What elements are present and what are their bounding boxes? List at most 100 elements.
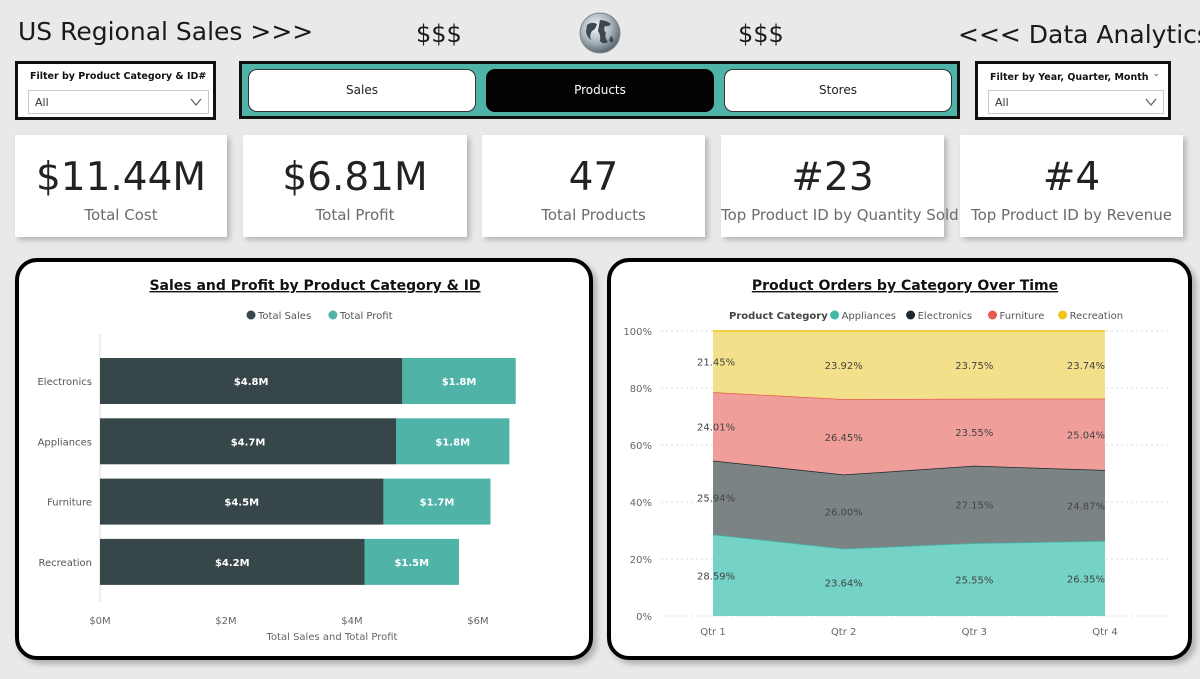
bar-segment: [100, 418, 397, 465]
dashboard-title: US Regional Sales >>>: [18, 17, 314, 46]
category-label: Electronics: [37, 377, 92, 388]
nav-sales-button[interactable]: Sales: [248, 69, 476, 112]
legend-label: Total Profit: [339, 311, 393, 322]
dollar-signs-left: $$$: [416, 20, 462, 48]
kpi-label: Top Product ID by Revenue: [970, 206, 1173, 224]
globe-icon: [579, 12, 621, 54]
area-series-recreation: [713, 331, 1105, 400]
legend-marker: [830, 310, 840, 320]
legend-marker: [246, 310, 256, 320]
orders-area-chart: Product Orders by Category Over Time Prod…: [623, 278, 1171, 638]
data-label: 23.64%: [825, 578, 863, 589]
bar-segment: [100, 358, 403, 404]
y-tick-label: 40%: [630, 498, 652, 509]
legend-marker: [988, 310, 997, 320]
legend-label: Total Sales: [257, 311, 311, 322]
category-label: Furniture: [47, 498, 92, 509]
data-label: 25.04%: [1067, 430, 1105, 441]
data-label: $1.8M: [435, 437, 470, 448]
orders-area-chart-panel: Product Orders by Category Over Time Prod…: [607, 258, 1192, 660]
sales-profit-bar-chart: Sales and Profit by Product Category & I…: [37, 278, 516, 643]
data-label: 23.55%: [955, 428, 993, 439]
period-filter-dropdown[interactable]: All: [988, 90, 1164, 114]
legend-label: Recreation: [1070, 311, 1123, 322]
page-navigation: Sales Products Stores: [239, 61, 960, 119]
kpi-value: #23: [791, 155, 874, 200]
period-filter-value: All: [995, 96, 1009, 109]
legend-title: Product Category: [729, 311, 828, 322]
kpi-card-total-products: 47 Total Products: [482, 135, 705, 237]
data-label: 21.45%: [697, 358, 735, 369]
dollar-signs-right: $$$: [738, 20, 784, 48]
data-label: 26.45%: [825, 433, 863, 444]
x-tick-label: Qtr 4: [1092, 627, 1117, 638]
legend-label: Appliances: [842, 311, 896, 322]
dashboard-subtitle: <<< Data Analytics: [958, 20, 1200, 49]
chevron-down-icon[interactable]: ⌄: [197, 69, 205, 79]
legend-marker: [328, 310, 338, 320]
category-filter: Filter by Product Category & ID# ⌄ All: [15, 61, 216, 120]
data-label: 26.00%: [825, 508, 863, 519]
kpi-value: $6.81M: [282, 155, 428, 200]
data-label: $4.2M: [215, 558, 250, 569]
x-tick-label: Qtr 3: [962, 627, 987, 638]
data-label: 25.94%: [697, 494, 735, 505]
kpi-label: Total Profit: [315, 206, 395, 224]
x-tick-label: $4M: [341, 616, 362, 627]
area-series-furniture: [713, 392, 1105, 475]
bar-segment: [383, 478, 491, 525]
category-label: Appliances: [38, 437, 92, 448]
data-label: 24.87%: [1067, 501, 1105, 512]
data-label: 23.92%: [825, 361, 863, 372]
period-filter: Filter by Year, Quarter, Month ⌄ All: [975, 61, 1171, 120]
bar-segment: [100, 538, 365, 585]
data-label: $1.7M: [420, 498, 455, 509]
kpi-card-total-profit: $6.81M Total Profit: [243, 135, 467, 237]
y-tick-label: 0%: [636, 612, 652, 623]
kpi-value: #4: [1042, 155, 1101, 200]
data-label: 28.59%: [697, 571, 735, 582]
nav-products-button[interactable]: Products: [486, 69, 714, 112]
period-filter-label: Filter by Year, Quarter, Month: [990, 72, 1149, 83]
data-label: 26.35%: [1067, 574, 1105, 585]
kpi-card-total-cost: $11.44M Total Cost: [15, 135, 227, 237]
x-tick-label: $0M: [89, 616, 110, 627]
data-label: 27.15%: [955, 500, 993, 511]
bar-segment: [100, 478, 384, 525]
area-series-appliances: [713, 534, 1105, 616]
x-tick-label: $2M: [215, 616, 236, 627]
chevron-down-icon[interactable]: ⌄: [1152, 69, 1160, 79]
kpi-value: 47: [568, 155, 619, 200]
x-tick-label: $6M: [467, 616, 488, 627]
kpi-label: Top Product ID by Quantity Sold: [721, 206, 959, 224]
category-label: Recreation: [39, 558, 92, 569]
bar-segment: [364, 538, 460, 585]
data-label: 23.74%: [1067, 361, 1105, 372]
category-filter-dropdown[interactable]: All: [28, 90, 209, 114]
x-axis-title: Total Sales and Total Profit: [266, 632, 398, 643]
y-tick-label: 60%: [630, 441, 652, 452]
data-label: $4.5M: [224, 498, 259, 509]
x-tick-label: Qtr 1: [700, 627, 725, 638]
chevron-down-icon: [190, 98, 202, 107]
data-label: $1.8M: [442, 377, 477, 388]
y-tick-label: 100%: [623, 327, 652, 338]
y-tick-label: 80%: [630, 384, 652, 395]
y-tick-label: 20%: [630, 555, 652, 566]
category-filter-label: Filter by Product Category & ID#: [30, 71, 207, 82]
kpi-value: $11.44M: [35, 155, 207, 200]
legend-marker: [906, 310, 916, 320]
data-label: 25.55%: [955, 576, 993, 587]
kpi-label: Total Products: [541, 206, 646, 224]
bar-segment: [396, 418, 510, 465]
category-filter-value: All: [35, 96, 49, 109]
data-label: $4.8M: [234, 377, 269, 388]
legend-marker: [1058, 310, 1068, 320]
sales-profit-chart-panel: Sales and Profit by Product Category & I…: [15, 258, 593, 660]
nav-stores-button[interactable]: Stores: [724, 69, 952, 112]
x-tick-label: Qtr 2: [831, 627, 856, 638]
data-label: 23.75%: [955, 361, 993, 372]
bar-segment: [402, 358, 516, 404]
data-label: 24.01%: [697, 422, 735, 433]
kpi-label: Total Cost: [84, 206, 158, 224]
